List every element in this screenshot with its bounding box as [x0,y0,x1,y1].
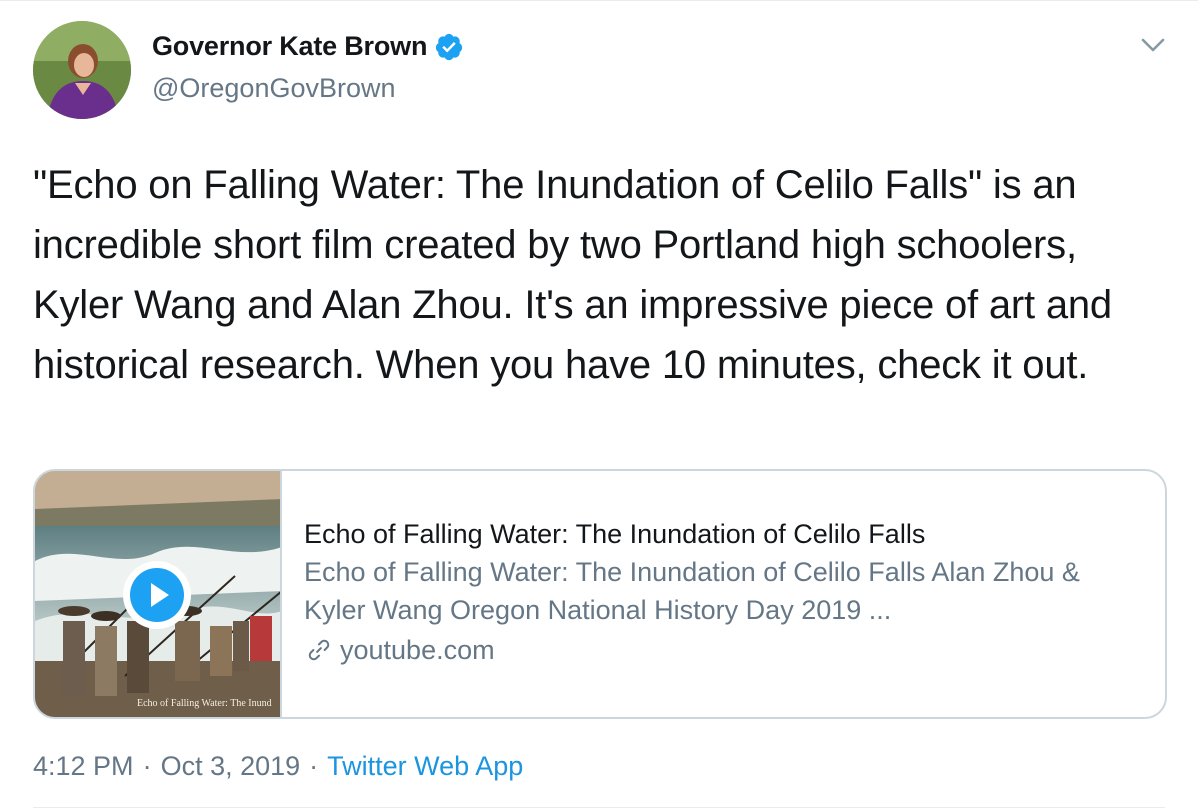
link-icon [308,639,330,661]
tweet-source-link[interactable]: Twitter Web App [327,751,524,781]
tweet-time[interactable]: 4:12 PM [33,751,134,781]
author-name-row: Governor Kate Brown [152,31,464,62]
link-card[interactable]: Echo of Falling Water: The Inund Echo of… [33,469,1167,719]
author-display-name[interactable]: Governor Kate Brown [152,31,428,61]
thumbnail-image [35,471,280,717]
card-domain-text: youtube.com [340,635,495,665]
card-body[interactable]: Echo of Falling Water: The Inundation of… [282,471,1165,717]
play-button[interactable] [123,561,191,629]
author-handle[interactable]: @OregonGovBrown [152,73,396,103]
verified-badge-icon [436,33,463,60]
chevron-down-icon[interactable] [1138,33,1168,57]
card-description: Echo of Falling Water: The Inundation of… [304,557,1080,625]
meta-separator-2: · [309,751,319,781]
card-domain: youtube.com [304,629,1165,671]
play-icon [130,568,184,622]
card-title: Echo of Falling Water: The Inundation of… [304,519,926,549]
avatar-photo [33,21,131,119]
tweet-date[interactable]: Oct 3, 2019 [160,751,301,781]
tweet-meta: 4:12 PM · Oct 3, 2019 · Twitter Web App [33,751,523,782]
card-thumbnail[interactable]: Echo of Falling Water: The Inund [35,471,282,717]
tweet-text: "Echo on Falling Water: The Inundation o… [33,163,1112,387]
avatar[interactable] [33,21,131,119]
thumbnail-caption: Echo of Falling Water: The Inund [137,698,272,709]
meta-separator: · [142,751,152,781]
